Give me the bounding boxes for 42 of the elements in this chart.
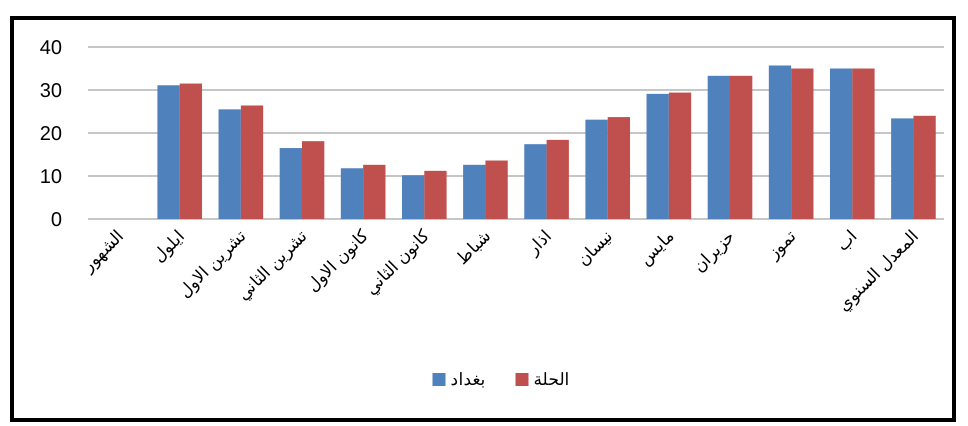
bar [546,140,569,219]
bar [180,84,202,219]
bar [218,109,241,219]
x-tick-label: نيسان [573,226,617,270]
bar [608,117,630,219]
bar [157,85,180,219]
bar [402,175,424,219]
bar [852,68,875,219]
bar [913,116,936,219]
legend-label: بغداد [450,370,486,389]
x-tick-label: اب [832,226,862,255]
bar [668,92,692,219]
bar [585,120,608,219]
bar [363,164,386,219]
x-tick-label: مايس [635,226,678,270]
bar [340,168,364,219]
bar [768,65,792,219]
y-tick-label: 40 [40,37,62,59]
bar [646,94,669,219]
bar [302,141,324,219]
x-tick-label: الشهور [78,226,128,277]
bar [485,160,508,219]
bar [463,164,486,219]
x-tick-label: ايلول [148,226,190,267]
x-tick-label: اذار [522,226,556,260]
legend-label: الحلة [534,370,570,389]
x-tick-label: تموز [763,226,801,264]
bar [891,118,914,219]
x-tick-label: حزيران [689,226,740,277]
bar [730,76,752,219]
y-tick-label: 30 [40,80,62,102]
bar [708,76,730,219]
bar [791,68,814,219]
bar [424,170,447,219]
bar [524,144,547,219]
y-tick-label: 20 [40,123,62,145]
y-tick-label: 10 [40,166,62,188]
bar [240,105,264,219]
bar [830,68,852,219]
bar [280,148,302,219]
y-tick-label: 0 [50,209,62,231]
x-tick-label: شباط [452,226,494,268]
